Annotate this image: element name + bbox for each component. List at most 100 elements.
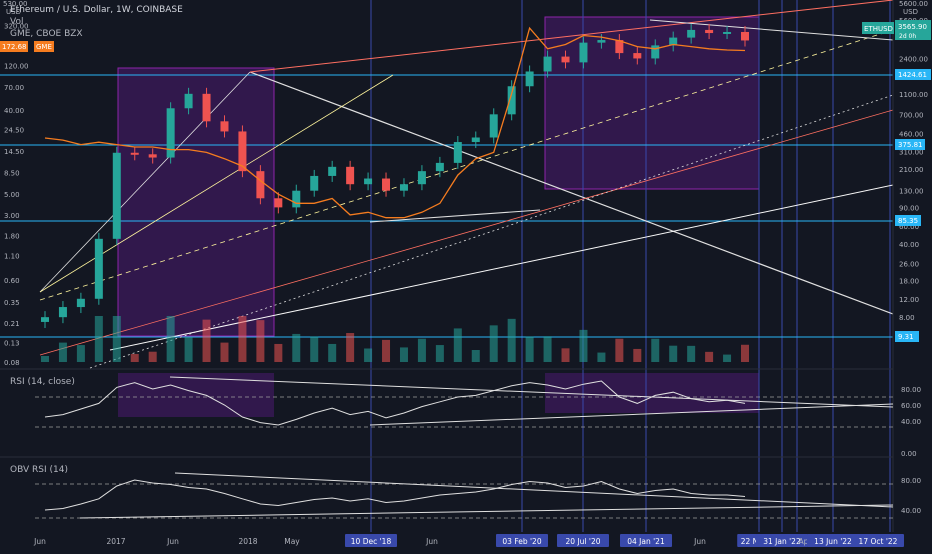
left-axis-tick: 0.08	[4, 359, 20, 367]
left-axis-tick: 0.21	[4, 320, 20, 328]
gme-line[interactable]	[44, 26, 746, 219]
x-axis-label-badge[interactable]	[807, 534, 859, 547]
candle-body[interactable]	[471, 137, 480, 143]
rsi-trend-down[interactable]	[169, 376, 894, 408]
candle-body[interactable]	[292, 190, 301, 208]
candle-body[interactable]	[184, 93, 193, 109]
rsi-line[interactable]	[44, 380, 746, 426]
left-axis-tick: 120.00	[4, 62, 29, 70]
vol-label[interactable]: Vol	[10, 17, 23, 27]
candle-body[interactable]	[525, 71, 534, 87]
candle-body[interactable]	[399, 184, 408, 191]
candle-body[interactable]	[633, 53, 642, 59]
candle-body[interactable]	[112, 152, 121, 239]
candle-body[interactable]	[651, 45, 660, 59]
candle-body[interactable]	[148, 154, 157, 158]
zone-rsi-2021[interactable]	[545, 373, 759, 413]
rsi-axis-tick: 80.00	[901, 386, 921, 394]
rsi-trend-up[interactable]	[369, 403, 894, 426]
candle-body[interactable]	[220, 121, 229, 132]
x-axis-label: 22 Nov	[741, 537, 768, 546]
x-axis-label-badge[interactable]	[557, 534, 609, 547]
candle-body[interactable]	[543, 56, 552, 72]
candle-body[interactable]	[328, 166, 337, 176]
candle-body[interactable]	[346, 166, 355, 185]
x-axis-label-badge[interactable]	[620, 534, 672, 547]
candle-body[interactable]	[579, 42, 588, 63]
ethusd-badge[interactable]	[862, 22, 894, 34]
trendline-base[interactable]	[369, 209, 541, 223]
trendline-white-dotted[interactable]	[89, 94, 894, 369]
right-axis-unit: USD	[903, 8, 918, 16]
candle-body[interactable]	[76, 298, 85, 308]
candle-body[interactable]	[435, 162, 444, 172]
zone-2017[interactable]	[117, 67, 275, 337]
right-axis-tick: 60.00	[899, 223, 919, 231]
rsi-axis-tick: 40.00	[901, 418, 921, 426]
obv-trend-up[interactable]	[79, 504, 894, 519]
candle-body[interactable]	[687, 29, 696, 38]
level-1424-badge[interactable]	[895, 69, 931, 80]
trendline-descending-main[interactable]	[249, 71, 894, 315]
candle-body[interactable]	[705, 29, 714, 34]
candle-body[interactable]	[723, 31, 732, 34]
x-axis-label-badge[interactable]	[345, 534, 397, 547]
candle-body[interactable]	[238, 131, 247, 172]
zone-rsi-2017[interactable]	[118, 373, 274, 417]
gme-price-badge[interactable]	[0, 41, 28, 52]
candle-body[interactable]	[202, 93, 211, 122]
candle-body[interactable]	[417, 171, 426, 185]
volume-bar	[651, 338, 660, 362]
volume-bar	[687, 345, 696, 362]
candle-body[interactable]	[507, 86, 516, 115]
candle-body[interactable]	[274, 198, 283, 208]
x-axis-label-badge[interactable]	[496, 534, 548, 547]
candle-body[interactable]	[310, 175, 319, 191]
volume-bar	[41, 356, 49, 362]
ethusd-price-badge[interactable]	[895, 20, 931, 40]
left-axis-tick: 0.35	[4, 299, 20, 307]
zone-2021[interactable]	[544, 16, 760, 190]
candle-body[interactable]	[256, 171, 265, 199]
x-axis-label-badge[interactable]	[756, 534, 808, 547]
candle-body[interactable]	[94, 238, 103, 299]
volume-bar	[58, 342, 67, 362]
right-axis-tick: 460.00	[899, 130, 924, 138]
candle-body[interactable]	[741, 31, 749, 41]
candle-body[interactable]	[615, 40, 624, 54]
level-9-badge[interactable]	[895, 331, 919, 342]
candle-body[interactable]	[58, 307, 67, 318]
x-axis-label-badge[interactable]	[852, 534, 904, 547]
level-85-badge[interactable]	[895, 215, 921, 226]
level-375-badge[interactable]	[895, 139, 925, 150]
price-candles	[41, 23, 749, 328]
compare-label[interactable]: GME, CBOE BZX	[10, 29, 83, 39]
obv-trend-down[interactable]	[174, 472, 894, 508]
trendline-2017-rise[interactable]	[39, 71, 251, 293]
candle-body[interactable]	[41, 317, 49, 322]
candle-body[interactable]	[489, 114, 498, 138]
volume-bar	[615, 338, 624, 362]
candle-body[interactable]	[453, 142, 462, 163]
symbol-title[interactable]: Ethereum / U.S. Dollar, 1W, COINBASE	[10, 5, 183, 15]
trendline-pink-top[interactable]	[249, 0, 894, 73]
left-axis-tick: 0.13	[4, 339, 20, 347]
level-lines	[0, 74, 893, 338]
candle-body[interactable]	[669, 37, 678, 46]
trendline-pink-mid[interactable]	[39, 109, 894, 356]
left-axis-tick: 40.00	[4, 107, 24, 115]
candle-body[interactable]	[382, 178, 391, 191]
candle-body[interactable]	[561, 56, 570, 63]
candle-body[interactable]	[597, 40, 606, 43]
left-axis-top: 530.00	[3, 0, 28, 8]
left-axis-tick: 14.50	[4, 148, 24, 156]
obv-line[interactable]	[44, 479, 746, 511]
volume-bar	[705, 351, 714, 362]
gme-label-badge[interactable]	[34, 41, 54, 52]
candle-body[interactable]	[130, 152, 139, 155]
candle-body[interactable]	[364, 178, 373, 185]
trendline-ath[interactable]	[649, 19, 894, 41]
candle-body[interactable]	[166, 108, 175, 158]
